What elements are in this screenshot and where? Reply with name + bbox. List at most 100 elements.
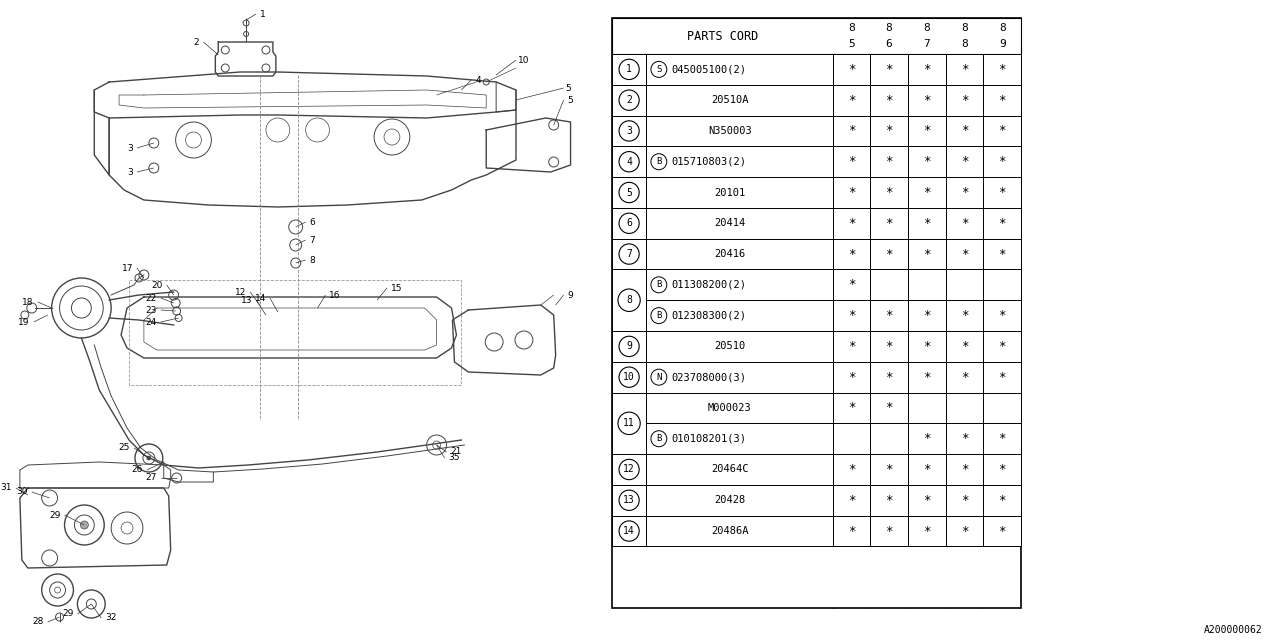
Text: 32: 32 (105, 614, 116, 623)
Text: *: * (847, 248, 855, 260)
Text: *: * (923, 371, 931, 383)
Bar (908, 423, 946, 454)
Text: 20464C: 20464C (712, 465, 749, 474)
Text: 20: 20 (151, 280, 163, 289)
Bar (983, 331, 1021, 362)
Text: *: * (847, 340, 855, 353)
Text: 1: 1 (260, 10, 266, 19)
Bar (832, 516, 870, 547)
Circle shape (620, 182, 639, 203)
Bar (908, 54, 946, 84)
Text: *: * (847, 278, 855, 291)
Bar (908, 239, 946, 269)
Text: *: * (961, 217, 968, 230)
Bar (946, 331, 983, 362)
Bar (612, 331, 646, 362)
Text: 9: 9 (626, 341, 632, 351)
Bar (870, 454, 908, 485)
Text: 11: 11 (623, 419, 635, 428)
Bar (646, 54, 832, 84)
Bar (946, 423, 983, 454)
Text: *: * (923, 463, 931, 476)
Bar (870, 147, 908, 177)
Circle shape (620, 60, 639, 79)
Text: *: * (998, 217, 1006, 230)
Bar (832, 269, 870, 300)
Bar (983, 116, 1021, 147)
Text: *: * (961, 525, 968, 538)
Text: *: * (886, 63, 893, 76)
Text: *: * (961, 63, 968, 76)
Text: B: B (657, 280, 662, 289)
Text: 14: 14 (623, 526, 635, 536)
Bar (646, 208, 832, 239)
Text: *: * (847, 401, 855, 415)
Text: *: * (998, 463, 1006, 476)
Text: *: * (847, 463, 855, 476)
Text: 5: 5 (566, 83, 571, 93)
Text: B: B (657, 157, 662, 166)
Bar (908, 485, 946, 516)
Text: 2: 2 (626, 95, 632, 105)
Text: *: * (998, 340, 1006, 353)
Bar (908, 454, 946, 485)
Text: *: * (923, 186, 931, 199)
Text: 20510A: 20510A (712, 95, 749, 105)
Text: 12: 12 (623, 465, 635, 474)
Circle shape (620, 336, 639, 356)
Text: *: * (886, 248, 893, 260)
Bar (646, 177, 832, 208)
Bar (646, 362, 832, 392)
Text: *: * (847, 93, 855, 107)
Text: *: * (923, 340, 931, 353)
Circle shape (620, 152, 639, 172)
Text: 010108201(3): 010108201(3) (672, 434, 746, 444)
Text: *: * (886, 156, 893, 168)
Text: *: * (961, 340, 968, 353)
Text: 012308300(2): 012308300(2) (672, 310, 746, 321)
Text: 15: 15 (390, 284, 402, 292)
Text: 21: 21 (451, 447, 462, 456)
Text: 27: 27 (146, 474, 156, 483)
Text: 6: 6 (310, 218, 315, 227)
Text: *: * (886, 401, 893, 415)
Bar (612, 516, 646, 547)
Text: 10: 10 (518, 56, 530, 65)
Bar (832, 177, 870, 208)
Text: 7: 7 (923, 39, 931, 49)
Text: *: * (961, 309, 968, 322)
Text: *: * (961, 463, 968, 476)
Bar (870, 423, 908, 454)
Text: *: * (886, 217, 893, 230)
Text: *: * (998, 248, 1006, 260)
Text: 13: 13 (241, 296, 252, 305)
Bar (646, 423, 832, 454)
Bar (908, 116, 946, 147)
Text: *: * (961, 248, 968, 260)
Circle shape (652, 277, 667, 293)
Circle shape (652, 154, 667, 170)
Text: 13: 13 (623, 495, 635, 505)
Text: *: * (847, 494, 855, 507)
Bar (946, 516, 983, 547)
Text: 20486A: 20486A (712, 526, 749, 536)
Bar (946, 362, 983, 392)
Circle shape (620, 213, 639, 234)
Text: 18: 18 (22, 298, 33, 307)
Text: *: * (961, 124, 968, 138)
Bar (946, 84, 983, 116)
Bar (983, 300, 1021, 331)
Text: *: * (886, 494, 893, 507)
Text: *: * (847, 156, 855, 168)
Bar (646, 485, 832, 516)
Text: N: N (657, 372, 662, 381)
Bar (870, 331, 908, 362)
Text: N350003: N350003 (708, 126, 751, 136)
Bar (908, 516, 946, 547)
Text: 19: 19 (18, 317, 29, 326)
Bar (612, 18, 1021, 54)
Text: *: * (998, 525, 1006, 538)
Bar (908, 331, 946, 362)
Bar (946, 300, 983, 331)
Bar (870, 116, 908, 147)
